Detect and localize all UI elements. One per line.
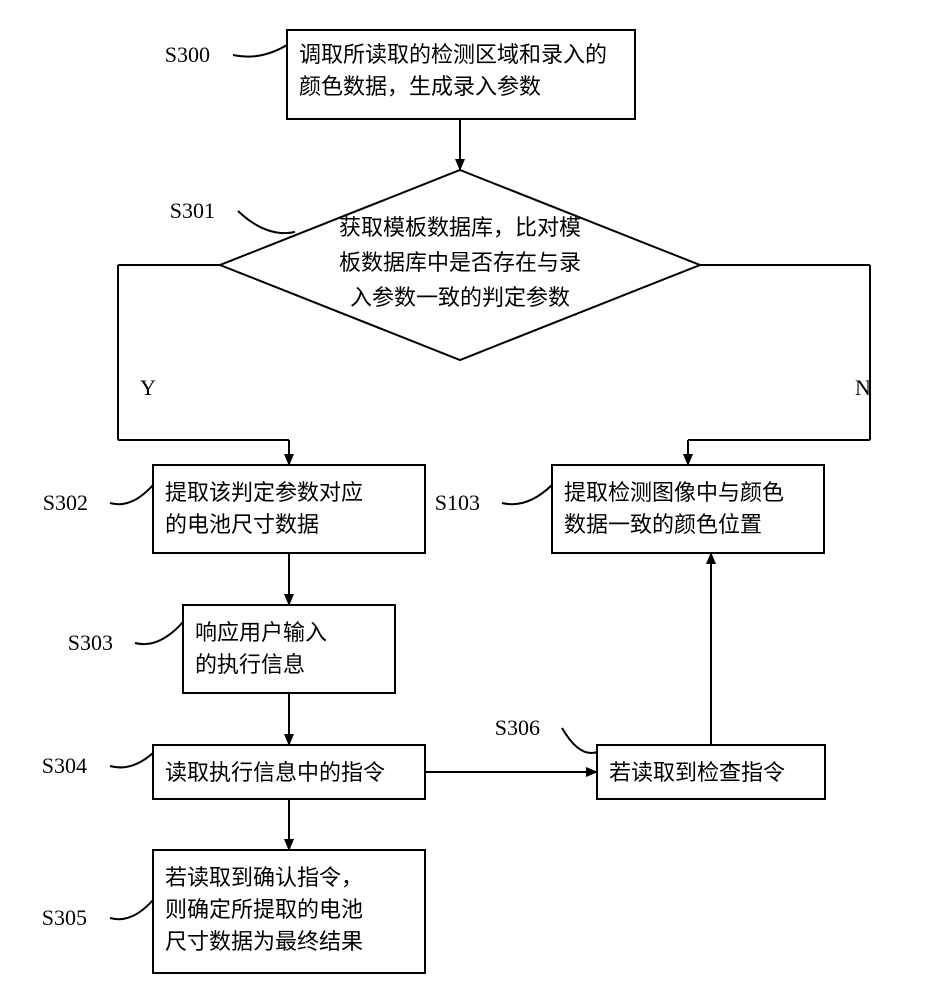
label-connector xyxy=(562,728,597,753)
step-label: S301 xyxy=(170,198,215,223)
step-label: S303 xyxy=(68,630,113,655)
label-connector xyxy=(238,211,295,233)
label-connector xyxy=(110,485,153,504)
node-text: 板数据库中是否存在与录 xyxy=(339,250,581,275)
edge-label: Y xyxy=(140,375,156,400)
node-text: 尺寸数据为最终结果 xyxy=(165,929,363,954)
step-label: S302 xyxy=(43,490,88,515)
label-connector xyxy=(233,45,287,57)
step-label: S304 xyxy=(42,753,87,778)
node-text: 调取所读取的检测区域和录入的 xyxy=(299,42,607,67)
node-s302: 提取该判定参数对应的电池尺寸数据 S302 xyxy=(43,465,425,553)
node-text: 若读取到确认指令， xyxy=(165,865,363,890)
node-text: 的电池尺寸数据 xyxy=(165,512,319,537)
node-text: 数据一致的颜色位置 xyxy=(564,512,762,537)
node-s306: 若读取到检查指令 S306 xyxy=(495,715,825,799)
node-text: 则确定所提取的电池 xyxy=(165,897,363,922)
step-label: S306 xyxy=(495,715,540,740)
node-text: 提取检测图像中与颜色 xyxy=(564,480,784,505)
node-text: 入参数一致的判定参数 xyxy=(350,285,570,310)
node-s303: 响应用户输入的执行信息 S303 xyxy=(68,605,395,693)
node-box xyxy=(552,465,824,553)
edge-label: N xyxy=(855,375,871,400)
node-s300: 调取所读取的检测区域和录入的颜色数据，生成录入参数 S300 xyxy=(165,30,635,119)
node-text: 提取该判定参数对应 xyxy=(165,480,363,505)
node-text: 读取执行信息中的指令 xyxy=(165,760,385,785)
step-label: S103 xyxy=(435,490,480,515)
step-label: S305 xyxy=(42,905,87,930)
node-s305: 若读取到确认指令， 则确定所提取的电池尺寸数据为最终结果 S305 xyxy=(42,850,425,973)
label-connector xyxy=(110,900,153,919)
node-s301: 获取模板数据库，比对模板数据库中是否存在与录入参数一致的判定参数 S301 xyxy=(170,170,700,360)
step-label: S300 xyxy=(165,42,210,67)
label-connector xyxy=(502,485,552,504)
node-s304: 读取执行信息中的指令 S304 xyxy=(42,745,425,799)
node-s103: 提取检测图像中与颜色数据一致的颜色位置 S103 xyxy=(435,465,824,553)
label-connector xyxy=(110,753,153,767)
node-box xyxy=(183,605,395,693)
node-text: 的执行信息 xyxy=(195,652,305,677)
label-connector xyxy=(135,622,183,644)
flowchart: Y N 调取所读取的检测区域和录入的颜色数据，生成录入参数 S300 获取模板数据库，比… xyxy=(0,0,951,1000)
node-text: 颜色数据，生成录入参数 xyxy=(299,74,541,99)
node-text: 响应用户输入 xyxy=(195,620,327,645)
node-text: 若读取到检查指令 xyxy=(609,760,785,785)
node-text: 获取模板数据库，比对模 xyxy=(339,215,581,240)
node-box xyxy=(153,465,425,553)
